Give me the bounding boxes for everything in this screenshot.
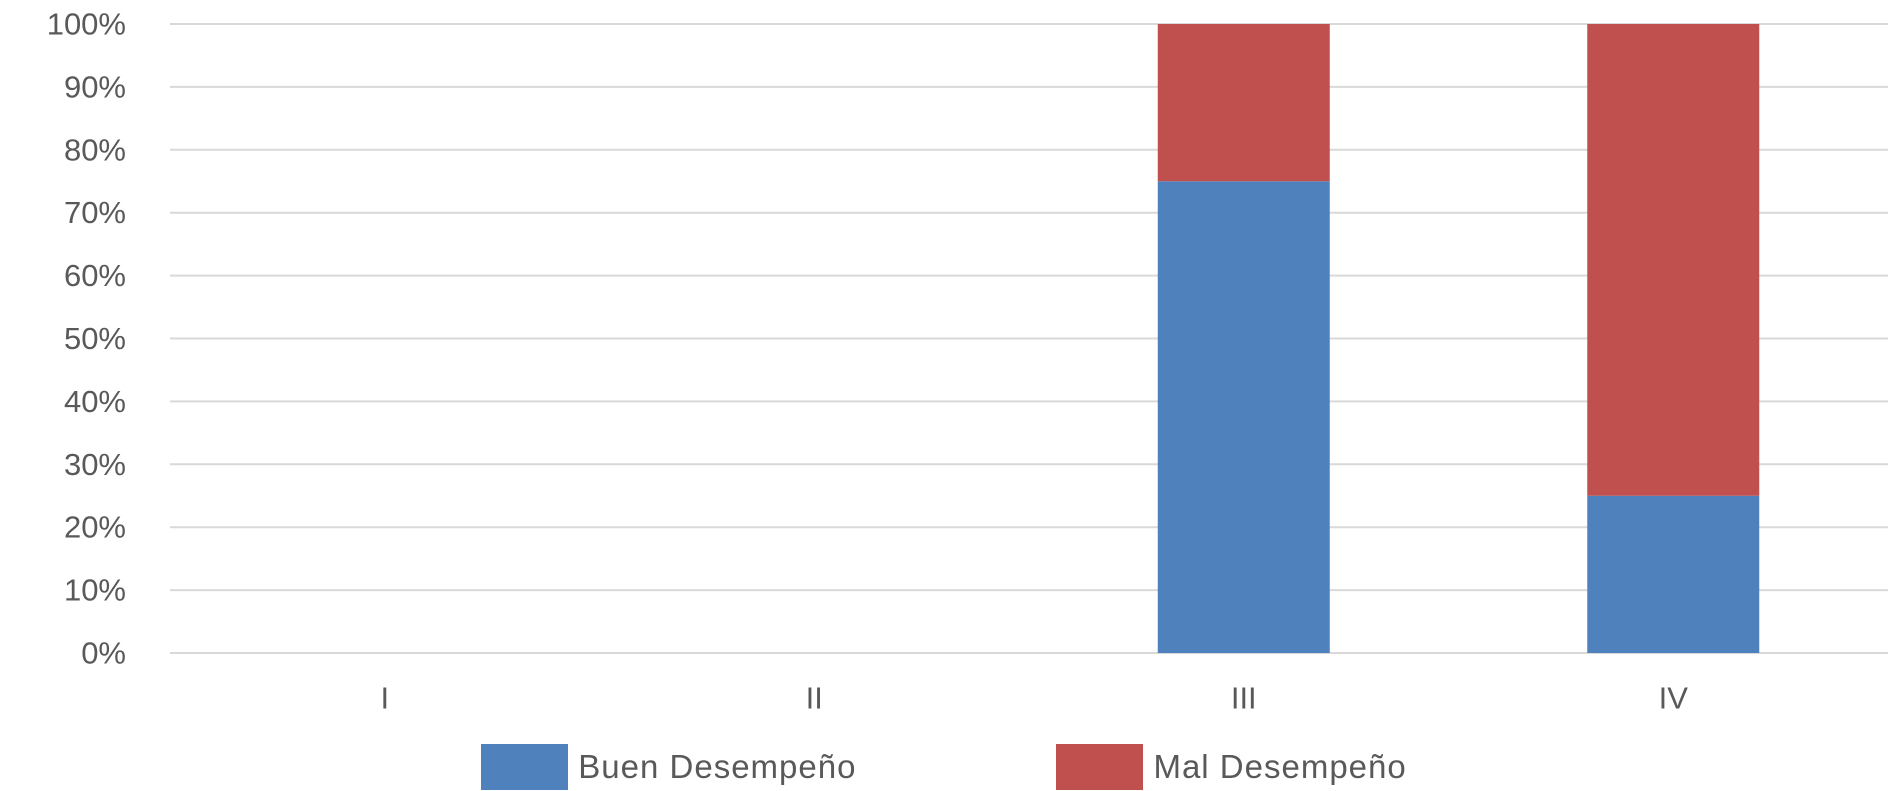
legend-label-buen-desempeno: Buen Desempeño xyxy=(578,747,857,785)
y-tick-label: 80% xyxy=(64,132,126,167)
stacked-bar-chart: 0%10%20%30%40%50%60%70%80%90%100% I II III… xyxy=(47,7,1888,716)
y-axis-tick-labels: 0% 10% 20% 30% 40% 50% 60% 70% 80% 90% 100% xyxy=(47,7,126,671)
y-tick-label: 0% xyxy=(81,636,126,671)
bar-segment-buen-desempeno-iii[interactable] xyxy=(1157,181,1330,653)
x-tick-label: III xyxy=(1231,681,1257,716)
x-tick-label: I xyxy=(380,681,389,716)
y-tick-label: 70% xyxy=(64,195,126,230)
y-tick-label: 50% xyxy=(64,321,126,356)
legend: Buen Desempeño Mal Desempeño xyxy=(0,742,1888,791)
bar-segment-mal-desempeno-iv[interactable] xyxy=(1587,24,1760,496)
y-tick-label: 20% xyxy=(64,510,126,545)
y-tick-label: 40% xyxy=(64,384,126,419)
y-tick-label: 90% xyxy=(64,69,126,104)
legend-swatch-mal-desempeno xyxy=(1056,743,1144,790)
bars xyxy=(1157,24,1760,653)
legend-swatch-buen-desempeno xyxy=(481,743,569,790)
x-tick-label: II xyxy=(806,681,823,716)
y-tick-label: 30% xyxy=(64,447,126,482)
bar-segment-mal-desempeno-iii[interactable] xyxy=(1157,24,1330,182)
y-tick-label: 100% xyxy=(47,7,126,42)
legend-item-mal-desempeno[interactable]: Mal Desempeño xyxy=(1056,743,1407,790)
bar-segment-buen-desempeno-iv[interactable] xyxy=(1587,495,1760,653)
y-tick-label: 10% xyxy=(64,573,126,608)
x-tick-label: IV xyxy=(1659,681,1689,716)
legend-item-buen-desempeno[interactable]: Buen Desempeño xyxy=(481,743,857,790)
y-tick-label: 60% xyxy=(64,258,126,293)
legend-label-mal-desempeno: Mal Desempeño xyxy=(1153,747,1407,785)
x-axis-tick-labels: I II III IV xyxy=(380,681,1688,716)
